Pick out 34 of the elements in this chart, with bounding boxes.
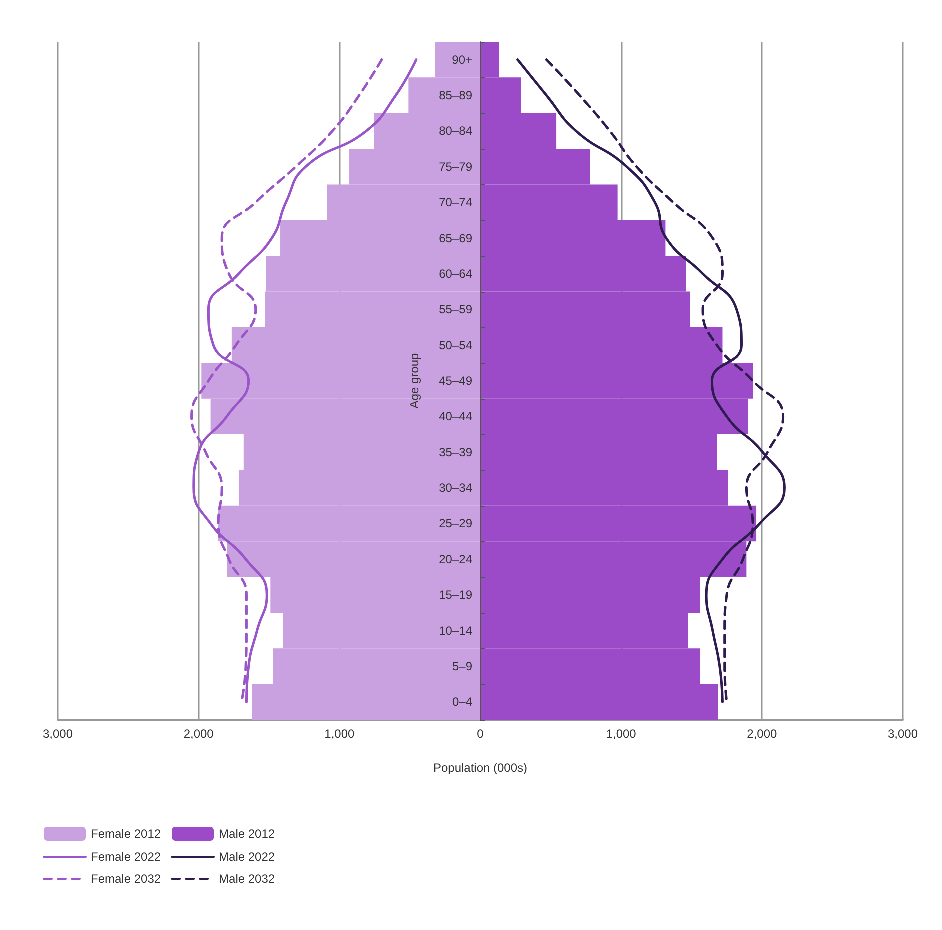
y-tick-label: 65–69 [439, 231, 473, 246]
x-axis-title: Population (000s) [433, 761, 528, 775]
x-tick-label: 2,000 [184, 727, 214, 741]
y-tick-label: 15–19 [439, 588, 473, 602]
legend-label: Female 2032 [91, 872, 162, 886]
y-tick-label: 35–39 [439, 445, 473, 460]
x-tick-label: 3,000 [42, 727, 74, 741]
y-tick-label: 25–29 [439, 516, 473, 531]
y-tick-label: 30–34 [439, 481, 473, 496]
y-tick-label: 60–64 [439, 266, 473, 281]
x-tick-label: 0 [477, 727, 484, 741]
legend-label: Male 2012 [219, 827, 276, 841]
x-tick-label: 1,000 [606, 727, 637, 741]
y-tick-label: 0–4 [452, 695, 473, 710]
y-tick-label: 50–54 [439, 338, 473, 352]
legend-label: Female 2012 [91, 827, 162, 841]
y-tick-label: 70–74 [439, 196, 473, 210]
y-tick-label: 80–84 [439, 124, 473, 138]
y-axis-title: Age group [408, 352, 422, 409]
y-tick-label: 5–9 [452, 659, 473, 674]
y-tick-label: 90+ [452, 52, 472, 67]
x-tick-label: 1,000 [324, 727, 356, 741]
y-tick-label: 40–44 [439, 410, 473, 424]
legend-label: Female 2022 [91, 850, 162, 864]
y-tick-label: 10–14 [439, 624, 473, 638]
y-tick-label: 85–89 [439, 88, 473, 103]
y-tick-label: 45–49 [439, 374, 473, 388]
y-tick-label: 75–79 [439, 160, 473, 174]
y-tick-label: 20–24 [439, 552, 473, 566]
x-tick-label: 3,000 [888, 727, 918, 741]
legend-label: Male 2032 [219, 872, 276, 886]
y-tick-label: 55–59 [439, 302, 473, 317]
legend-label: Male 2022 [219, 850, 276, 864]
x-tick-label: 2,000 [747, 727, 778, 741]
